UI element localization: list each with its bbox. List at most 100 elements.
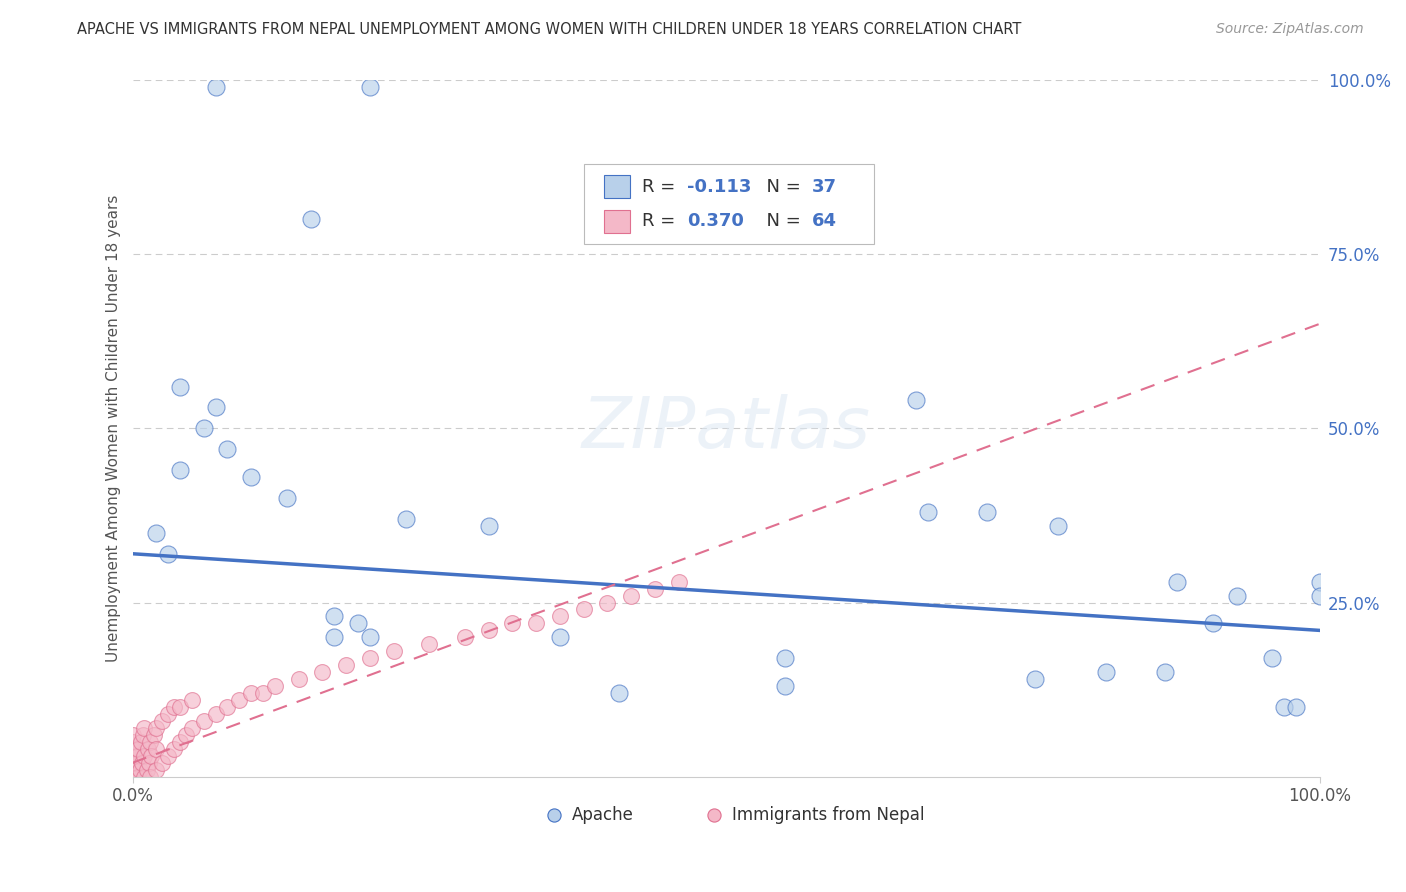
Point	[775, 651, 797, 665]
Point	[134, 748, 156, 763]
Point	[905, 393, 928, 408]
Point	[775, 679, 797, 693]
FancyBboxPatch shape	[603, 211, 630, 233]
FancyBboxPatch shape	[603, 176, 630, 198]
Point	[121, 735, 143, 749]
Point	[359, 631, 381, 645]
Point	[121, 748, 143, 763]
Point	[132, 728, 155, 742]
Point	[169, 735, 191, 749]
Point	[150, 756, 173, 770]
Point	[478, 519, 501, 533]
Point	[139, 735, 162, 749]
Point	[276, 491, 298, 505]
Point	[121, 770, 143, 784]
FancyBboxPatch shape	[583, 163, 875, 244]
Text: APACHE VS IMMIGRANTS FROM NEPAL UNEMPLOYMENT AMONG WOMEN WITH CHILDREN UNDER 18 : APACHE VS IMMIGRANTS FROM NEPAL UNEMPLOY…	[77, 22, 1022, 37]
Text: 0.370: 0.370	[688, 212, 744, 230]
Point	[1047, 519, 1070, 533]
Point	[501, 616, 523, 631]
Point	[524, 616, 547, 631]
Point	[252, 686, 274, 700]
Point	[1095, 665, 1118, 680]
Point	[136, 742, 159, 756]
Point	[204, 706, 226, 721]
Point	[217, 442, 239, 457]
Point	[1272, 700, 1295, 714]
Point	[145, 742, 167, 756]
Text: R =: R =	[641, 212, 681, 230]
Point	[607, 686, 630, 700]
Point	[359, 79, 381, 94]
Point	[1225, 589, 1247, 603]
Point	[145, 721, 167, 735]
Point	[543, 808, 565, 822]
Point	[127, 742, 149, 756]
Point	[1285, 700, 1308, 714]
Point	[976, 505, 998, 519]
Point	[596, 595, 619, 609]
Point	[359, 651, 381, 665]
Point	[180, 693, 202, 707]
Point	[240, 686, 263, 700]
Point	[668, 574, 690, 589]
Point	[169, 463, 191, 477]
Point	[138, 756, 160, 770]
Point	[311, 665, 333, 680]
Point	[217, 700, 239, 714]
Text: 37: 37	[811, 178, 837, 195]
Point	[323, 631, 346, 645]
Point	[139, 770, 162, 784]
Text: ZIPatlas: ZIPatlas	[582, 394, 870, 463]
Point	[1309, 589, 1331, 603]
Text: Source: ZipAtlas.com: Source: ZipAtlas.com	[1216, 22, 1364, 37]
Point	[142, 728, 165, 742]
Point	[1154, 665, 1177, 680]
Point	[1166, 574, 1188, 589]
Point	[121, 770, 143, 784]
Point	[174, 728, 197, 742]
Point	[264, 679, 287, 693]
Point	[141, 748, 163, 763]
Point	[620, 589, 643, 603]
Point	[134, 721, 156, 735]
Point	[127, 748, 149, 763]
Point	[135, 763, 157, 777]
Point	[121, 763, 143, 777]
Text: N =: N =	[755, 178, 806, 195]
Text: -0.113: -0.113	[688, 178, 751, 195]
Text: N =: N =	[755, 212, 806, 230]
Point	[180, 721, 202, 735]
Point	[323, 609, 346, 624]
Y-axis label: Unemployment Among Women with Children Under 18 years: Unemployment Among Women with Children U…	[107, 194, 121, 662]
Point	[204, 79, 226, 94]
Point	[1202, 616, 1225, 631]
Point	[347, 616, 370, 631]
Point	[125, 756, 148, 770]
Point	[131, 756, 153, 770]
Point	[121, 756, 143, 770]
Point	[193, 714, 215, 728]
Point	[1024, 672, 1046, 686]
Point	[287, 672, 309, 686]
Point	[121, 742, 143, 756]
Point	[124, 763, 146, 777]
Point	[418, 637, 440, 651]
Point	[382, 644, 405, 658]
Point	[121, 728, 143, 742]
Point	[204, 401, 226, 415]
Text: Immigrants from Nepal: Immigrants from Nepal	[733, 806, 925, 824]
Point	[917, 505, 939, 519]
Text: R =: R =	[641, 178, 681, 195]
Point	[572, 602, 595, 616]
Point	[145, 763, 167, 777]
Point	[129, 735, 152, 749]
Point	[1309, 574, 1331, 589]
Point	[157, 748, 180, 763]
Point	[299, 212, 322, 227]
Point	[127, 770, 149, 784]
Point	[134, 770, 156, 784]
Point	[157, 706, 180, 721]
Point	[228, 693, 250, 707]
Point	[394, 512, 416, 526]
